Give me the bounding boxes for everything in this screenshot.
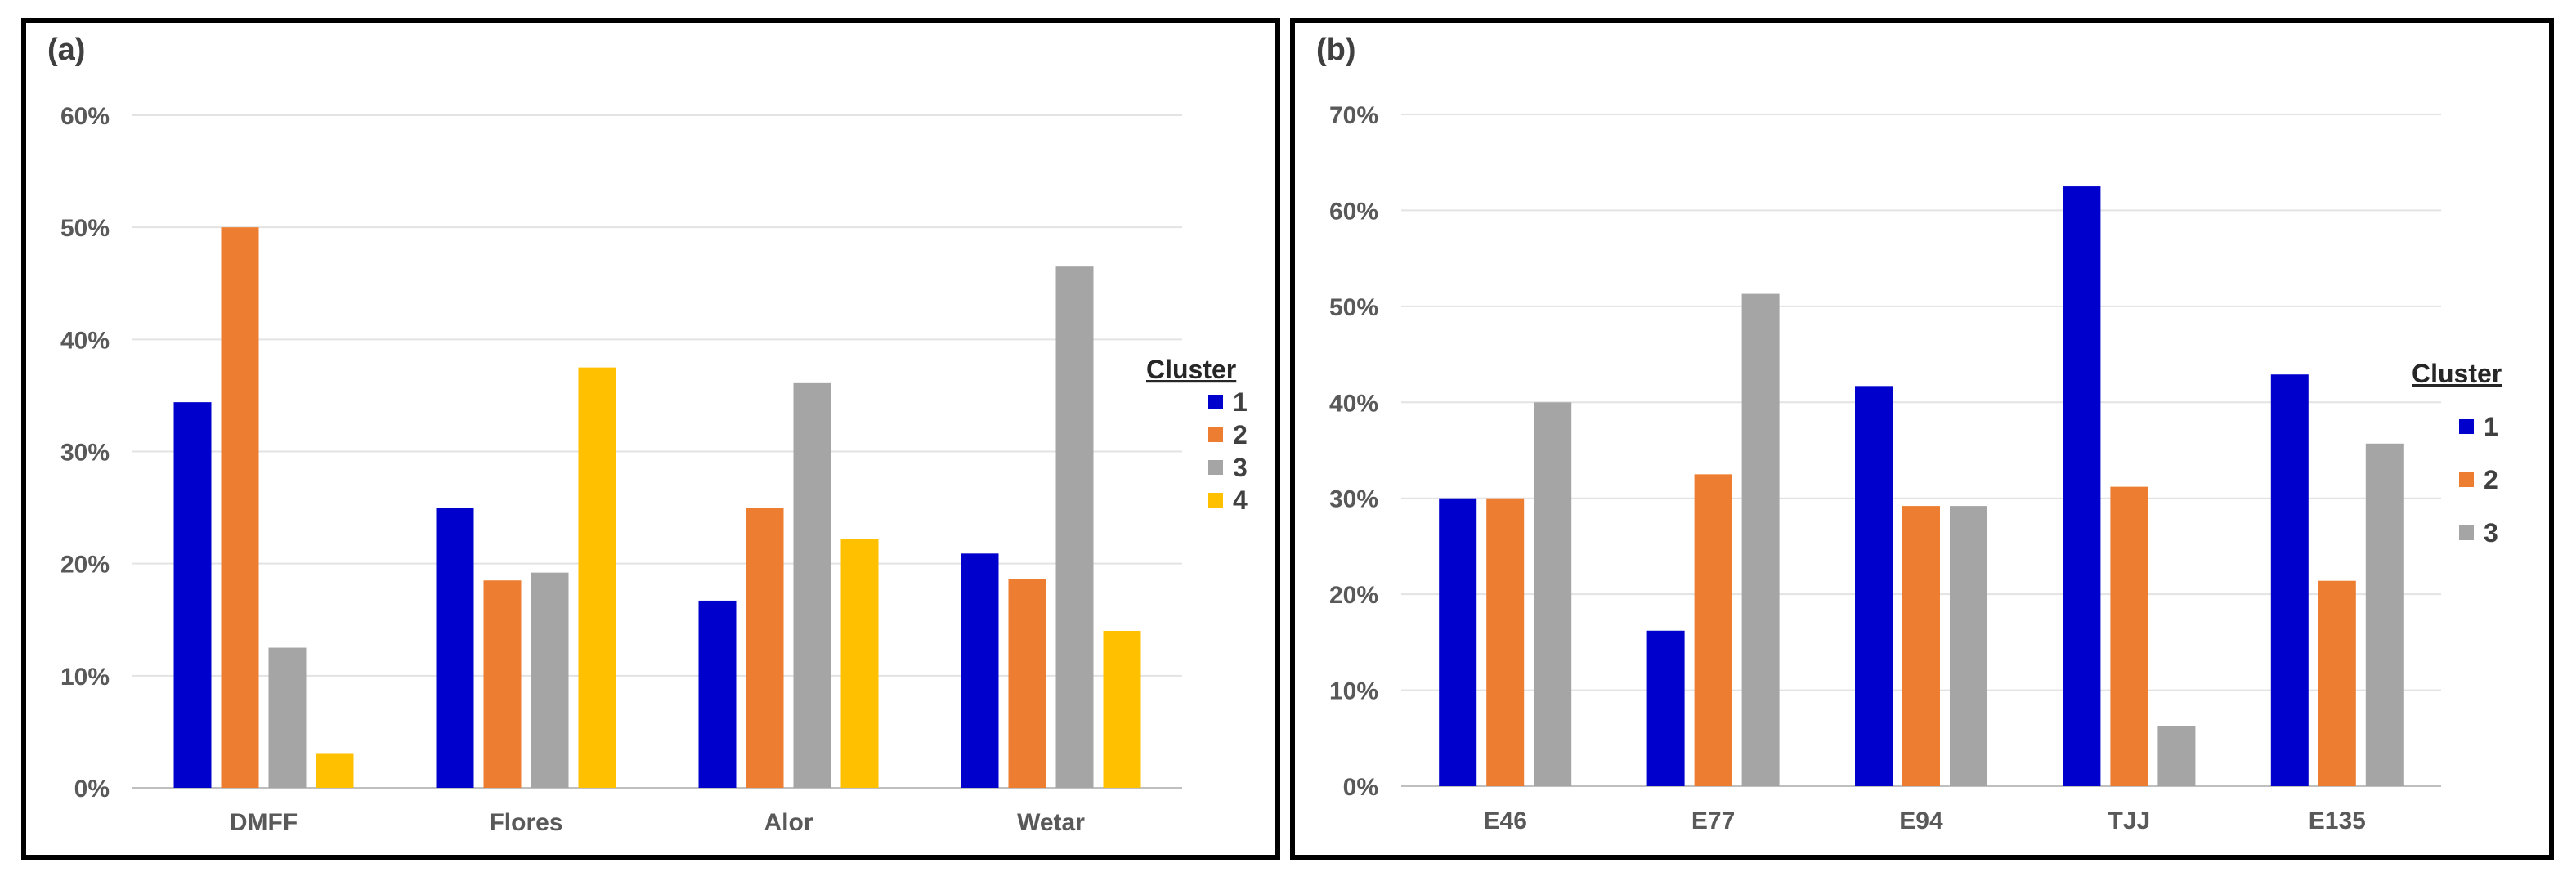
bar-e77-cluster-2 [1694,474,1732,786]
y-tick-label: 0% [74,776,110,803]
chart-panel-b: (b) 0% 10% 20% 30% 40% 50% 60% 70% E46 E77 E94 TJJ E… [1290,18,2554,860]
bar-e94-cluster-1 [1855,386,1893,786]
legend-label: 3 [1233,453,1248,482]
legend-label: 4 [1233,485,1248,515]
bar-tjj-cluster-1 [2063,186,2101,787]
bar-dmff-cluster-1 [173,402,212,788]
bar-tjj-cluster-2 [2110,486,2148,786]
legend-label: 2 [2484,465,2498,494]
panel-label-a: (a) [47,33,86,67]
x-tick-label: DMFF [230,809,298,836]
y-tick-label: 40% [1329,390,1378,417]
y-tick-label: 10% [1329,678,1378,705]
y-tick-label: 50% [60,215,110,242]
y-tick-label: 30% [1329,486,1378,513]
bar-e77-cluster-3 [1741,293,1780,786]
bar-flores-cluster-1 [436,508,474,788]
bar-tjj-cluster-3 [2157,726,2196,786]
x-tick-label: TJJ [2108,807,2151,834]
bar-alor-cluster-2 [746,508,784,788]
bar-dmff-cluster-2 [221,227,259,788]
legend-swatch-1 [2459,419,2474,434]
legend-swatch-3 [2459,525,2474,540]
y-tick-label: 0% [1343,774,1378,801]
y-tick-label: 60% [60,103,110,130]
legend-title: Cluster [1146,355,1236,384]
y-tick-label: 30% [60,440,110,467]
bar-dmff-cluster-3 [268,647,307,788]
bar-e135-cluster-1 [2270,374,2309,786]
bar-wetar-cluster-1 [961,553,999,788]
y-tick-label: 40% [60,327,110,354]
legend-label: 1 [2484,412,2498,441]
x-tick-label: Alor [764,809,813,836]
x-tick-label: E77 [1691,807,1735,834]
legend-title: Cluster [2412,359,2502,388]
bar-e46-cluster-2 [1486,498,1525,786]
bar-e94-cluster-2 [1902,506,1940,786]
x-tick-label: Flores [489,809,562,836]
y-tick-label: 50% [1329,294,1378,321]
bar-dmff-cluster-4 [316,753,354,788]
bar-flores-cluster-2 [483,580,522,788]
bar-alor-cluster-3 [793,382,831,788]
legend-swatch-4 [1208,493,1223,508]
y-tick-label: 20% [60,552,110,579]
bar-e135-cluster-2 [2318,580,2356,786]
panel-label-b: (b) [1316,33,1356,67]
y-tick-label: 70% [1329,102,1378,129]
legend-swatch-2 [2459,472,2474,487]
bar-wetar-cluster-4 [1103,630,1141,788]
legend-label: 3 [2484,518,2498,548]
y-tick-label: 60% [1329,198,1378,225]
legend-swatch-3 [1208,460,1223,475]
legend-swatch-1 [1208,395,1223,409]
bar-e135-cluster-3 [2365,443,2404,786]
x-tick-label: E94 [1899,807,1943,834]
bar-e94-cluster-3 [1950,506,1987,786]
bar-flores-cluster-3 [531,572,569,788]
chart-panel-a: (a) 0% 10% 20% 30% 40% 50% 60% DMFF Flores Alor We… [21,18,1280,860]
bar-wetar-cluster-2 [1008,579,1046,788]
bar-alor-cluster-1 [698,600,737,788]
x-tick-label: Wetar [1017,809,1085,836]
y-tick-label: 10% [60,664,110,691]
x-tick-label: E46 [1484,807,1527,834]
bar-wetar-cluster-3 [1055,266,1094,788]
legend-swatch-2 [1208,427,1223,442]
legend-label: 2 [1233,420,1248,449]
bar-flores-cluster-4 [578,367,616,788]
y-tick-label: 20% [1329,582,1378,609]
x-tick-label: E135 [2309,807,2366,834]
bar-e46-cluster-1 [1439,498,1477,786]
bar-chart-a: 0% 10% 20% 30% 40% 50% 60% DMFF Flores Alor Wetar C… [60,103,1248,836]
legend-label: 1 [1233,387,1248,417]
bar-e77-cluster-1 [1646,630,1685,786]
bar-e46-cluster-3 [1534,402,1572,786]
bar-chart-b: 0% 10% 20% 30% 40% 50% 60% 70% E46 E77 E94 TJJ E135 C… [1329,102,2502,834]
bar-alor-cluster-4 [840,539,879,788]
